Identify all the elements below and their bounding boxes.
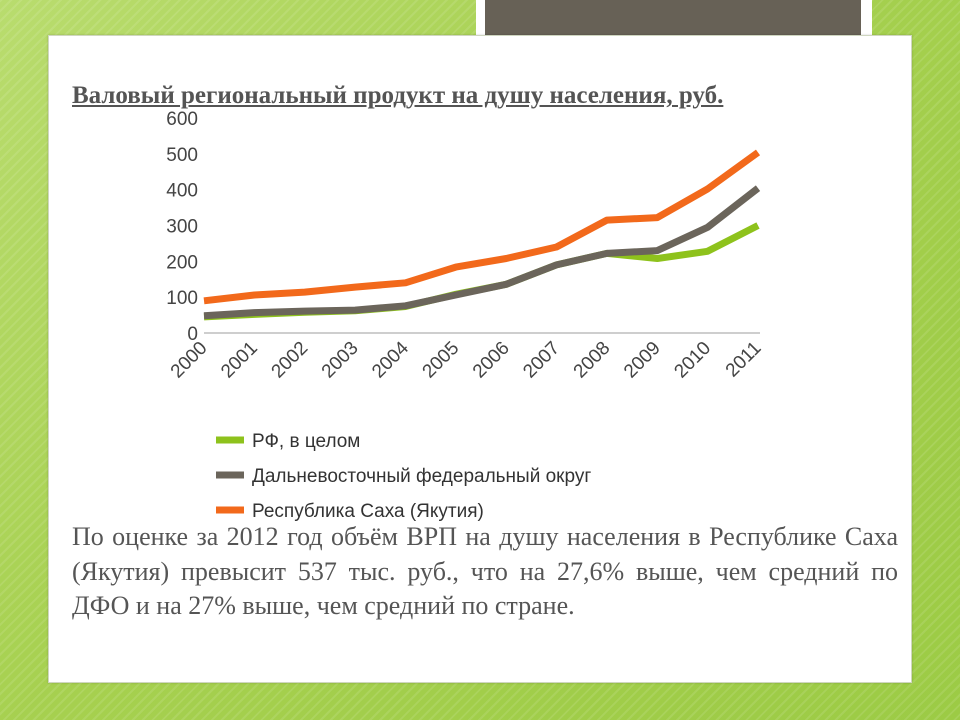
x-tick-label: 2001 — [217, 338, 262, 383]
y-tick-label: 600 — [166, 109, 198, 130]
series-line — [203, 185, 761, 320]
chart-title: Валовый региональный продукт на душу нас… — [72, 82, 724, 109]
x-tick-label: 2002 — [268, 338, 313, 383]
x-tick-label: 2006 — [469, 338, 514, 383]
y-axis-ticks: 0 100 200 300 400 500 600 — [166, 109, 198, 345]
x-tick-label: 2008 — [570, 338, 615, 383]
y-tick-label: 500 — [166, 145, 198, 166]
legend-label: Республика Саха (Якутия) — [252, 501, 484, 522]
x-tick-label: 2003 — [318, 338, 363, 383]
x-tick-label: 2000 — [167, 338, 212, 383]
summary-paragraph: По оценке за 2012 год объём ВРП на душу … — [72, 522, 898, 620]
slide-card — [48, 35, 912, 683]
x-tick-label: 2011 — [722, 338, 766, 382]
x-tick-label: 2009 — [620, 338, 665, 383]
y-tick-label: 300 — [166, 217, 198, 238]
x-tick-label: 2007 — [519, 338, 564, 383]
y-tick-label: 400 — [166, 181, 198, 202]
legend-label: Дальневосточный федеральный округ — [252, 466, 591, 487]
legend-label: РФ, в целом — [252, 431, 360, 452]
y-tick-label: 200 — [166, 252, 198, 273]
series-lines — [203, 149, 761, 321]
legend: РФ, в целом Дальневосточный федеральный о… — [216, 431, 591, 522]
x-axis-ticks: 2000 2001 2002 2003 2004 2005 2006 2007 2008 2009… — [167, 337, 766, 382]
x-tick-label: 2005 — [419, 338, 464, 383]
x-tick-label: 2004 — [368, 337, 413, 382]
y-tick-label: 100 — [166, 288, 198, 309]
x-tick-label: 2010 — [670, 338, 715, 383]
series-line — [203, 149, 761, 305]
y-tick-label: 0 — [187, 324, 198, 345]
